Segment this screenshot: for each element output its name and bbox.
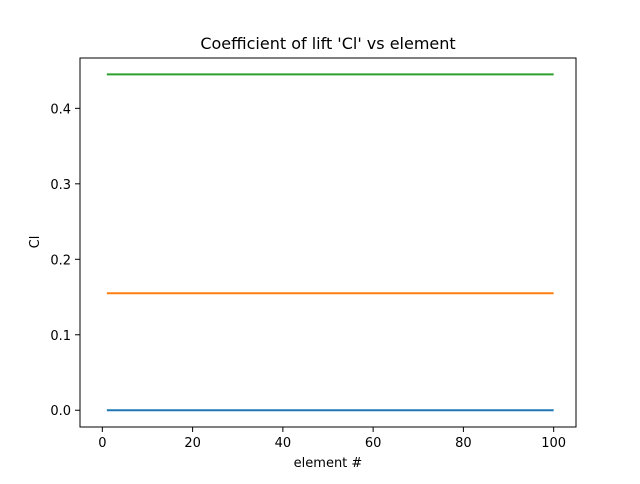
y-tick-label: 0.2 — [50, 253, 71, 268]
x-tick-label: 80 — [455, 436, 472, 451]
axes-frame — [79, 57, 577, 428]
y-tick-label: 0.3 — [50, 178, 71, 193]
x-tick-label: 20 — [184, 436, 201, 451]
x-tick-label: 0 — [98, 436, 106, 451]
x-tick-label: 40 — [275, 436, 292, 451]
y-tick-label: 0.4 — [50, 102, 71, 117]
chart-title: Coefficient of lift 'Cl' vs element — [200, 34, 455, 53]
x-axis-label: element # — [294, 456, 363, 471]
x-axis-ticks: 0 20 40 60 80 100 — [98, 427, 566, 451]
y-tick-label: 0.0 — [50, 404, 71, 419]
series-layer — [106, 73, 554, 412]
y-tick-label: 0.1 — [50, 329, 71, 344]
y-axis-ticks: 0.0 0.1 0.2 0.3 0.4 — [50, 102, 80, 419]
y-axis-label: Cl — [28, 236, 43, 249]
x-tick-label: 60 — [365, 436, 382, 451]
x-tick-label: 100 — [541, 436, 566, 451]
plot-area — [79, 57, 577, 428]
